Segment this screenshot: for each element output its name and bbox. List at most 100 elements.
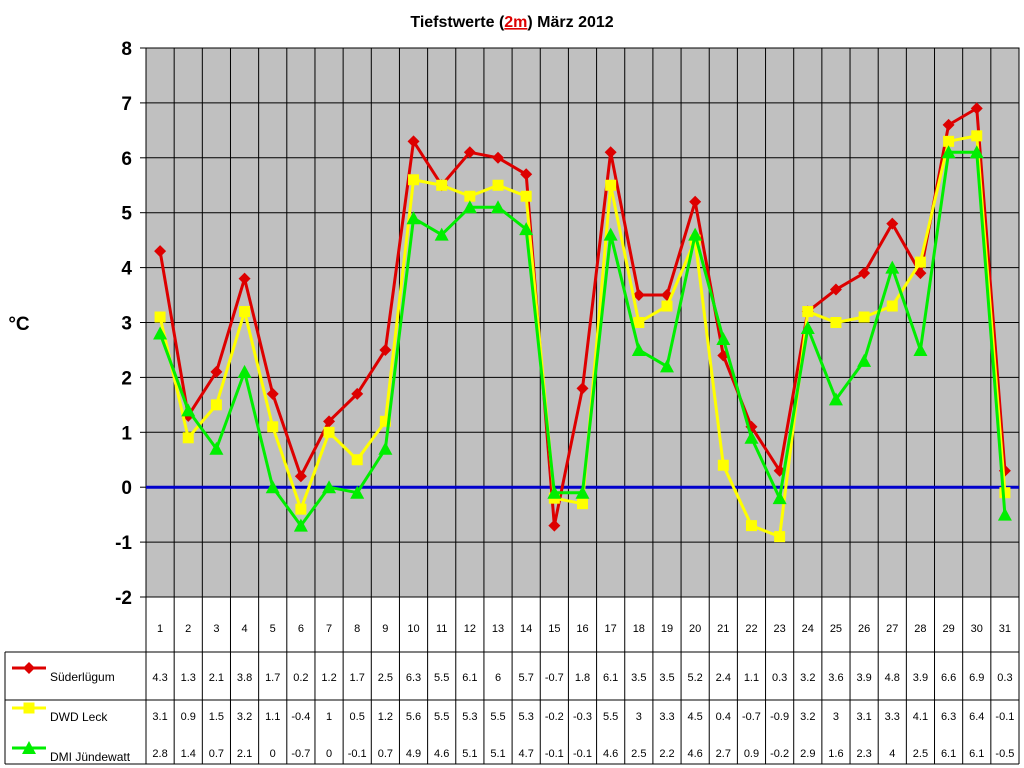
x-category-label: 26 [858,623,870,635]
data-point [633,317,645,328]
data-point [547,485,562,499]
data-point [322,480,337,494]
data-point [153,326,168,340]
data-point [350,485,365,499]
data-label: 3.5 [659,672,674,684]
data-point [323,415,336,428]
x-category-label: 8 [354,623,360,635]
data-label: -0.7 [545,672,564,684]
data-point [154,311,166,323]
data-point [858,311,870,323]
data-point [209,441,224,455]
y-axis-ticks: -2 -1 0 1 2 3 4 5 6 7 8 [115,39,146,609]
x-category-label: 23 [774,623,786,635]
legend-marker [22,741,36,754]
data-label: 6.9 [969,672,984,684]
data-point [999,487,1011,499]
data-point [210,399,222,411]
data-point [265,480,280,494]
y-tick-label: 8 [121,39,132,60]
data-point [577,498,588,510]
data-label: 2.5 [378,672,393,684]
data-point [436,179,448,191]
data-point [858,267,871,280]
data-label: 2.8 [152,748,167,760]
data-label: 3.9 [856,672,871,684]
data-point [828,392,843,406]
data-label: 5.2 [687,672,702,684]
data-label: 1 [326,711,332,723]
data-point [659,359,674,373]
data-point [857,353,872,367]
data-point [294,470,307,483]
data-point [689,195,702,208]
data-point [295,503,307,515]
data-label: 4.6 [603,748,618,760]
data-label: -0.4 [291,711,310,723]
data-point [970,102,983,115]
data-point [181,403,196,417]
data-label: 6.1 [462,672,477,684]
data-label: 2.1 [209,672,224,684]
data-point [886,217,899,230]
y-tick-label: 4 [121,259,132,280]
data-point [492,179,504,191]
data-point [491,200,506,214]
data-label: 2.3 [856,748,871,760]
data-point [266,387,279,400]
data-label: 1.7 [265,672,280,684]
data-label: -0.7 [742,711,761,723]
data-label: -0.5 [995,748,1014,760]
x-category-label: 9 [382,623,388,635]
data-label: 3 [833,711,839,723]
data-point [406,211,421,225]
data-point [632,289,645,302]
data-label: 0.9 [744,748,759,760]
data-label: 1.1 [744,672,759,684]
data-label: 1.1 [265,711,280,723]
data-point [519,222,534,236]
data-label: -0.1 [573,748,592,760]
data-point [774,531,786,543]
x-category-label: 14 [520,623,532,635]
data-label: -0.1 [348,748,367,760]
data-point [886,300,898,312]
x-category-label: 1 [157,623,163,635]
data-point [379,343,392,356]
x-category-label: 4 [242,623,248,635]
data-label: 2.1 [237,748,252,760]
data-point [462,200,477,214]
data-label: 0.5 [350,711,365,723]
data-label: -0.2 [545,711,564,723]
x-category-label: 25 [830,623,842,635]
data-label: 4 [889,748,895,760]
data-label: 1.4 [181,748,196,760]
data-point [379,415,391,427]
x-category-label: 27 [886,623,898,635]
data-point [434,227,449,241]
data-point [914,267,927,280]
data-label: 5.5 [434,711,449,723]
legend-label: DWD Leck [50,710,108,724]
data-label: 5.1 [462,748,477,760]
x-category-label: 3 [213,623,219,635]
y-tick-label: 5 [121,204,132,225]
data-label: 4.3 [152,672,167,684]
data-label: 5.3 [519,711,534,723]
data-label: 4.6 [687,748,702,760]
data-point [688,227,703,241]
data-point [941,145,956,159]
data-label: 4.8 [885,672,900,684]
data-label: 6.1 [969,748,984,760]
data-point [464,190,476,202]
data-label: 5.7 [519,672,534,684]
data-label: 0.4 [716,711,731,723]
chart-title: Tiefstwerte (2m) März 2012 [410,14,613,31]
data-label: 2.7 [716,748,731,760]
data-label: 6.6 [941,672,956,684]
data-point [661,300,673,312]
data-point [408,174,420,186]
data-label: 1.6 [828,748,843,760]
data-label: -0.7 [291,748,310,760]
